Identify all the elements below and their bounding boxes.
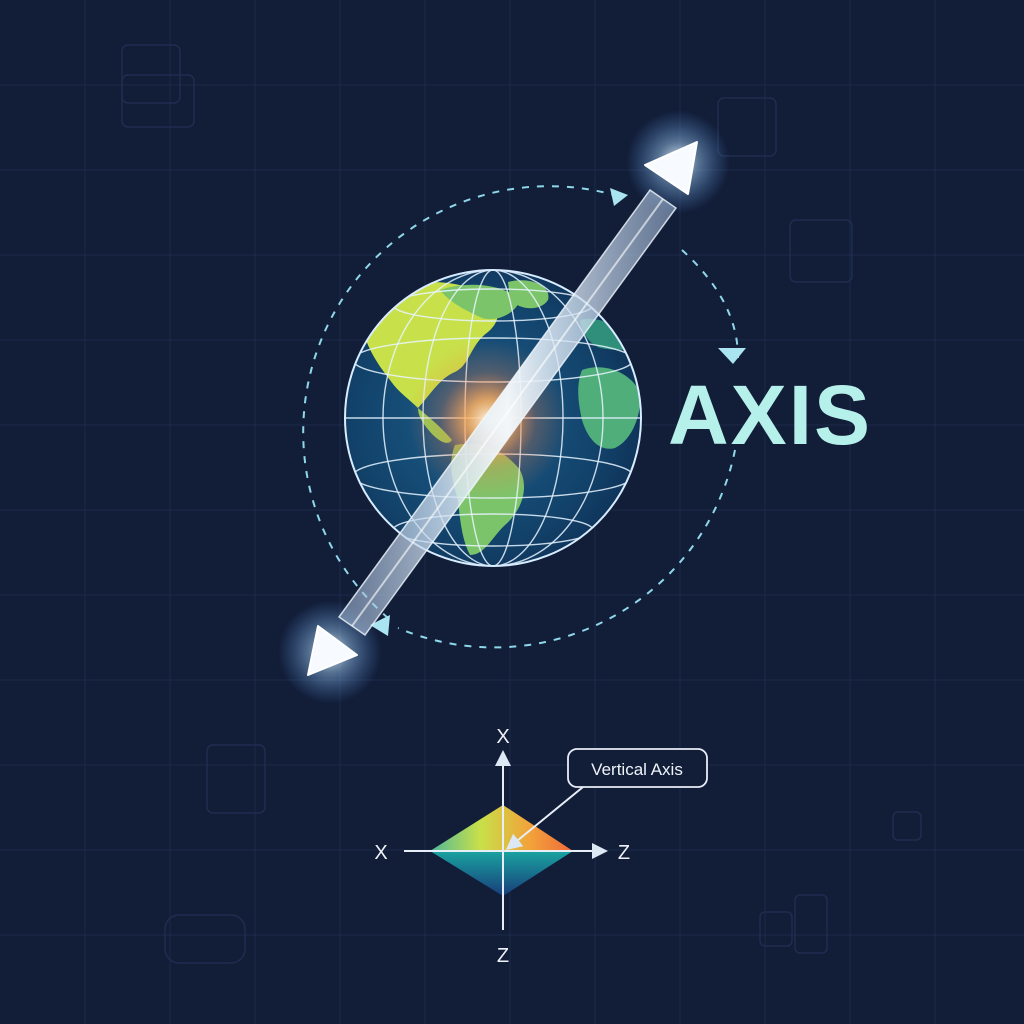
axis-label-bottom: Z [497, 945, 509, 967]
decorative-squares [121, 44, 922, 964]
axis-label-right: Z [618, 842, 630, 864]
axis-label-top: X [496, 726, 509, 748]
callout-label: Vertical Axis [591, 760, 683, 779]
axis-arrow-icon [307, 141, 698, 676]
rotation-arrow-icon [610, 188, 628, 206]
axis-label-left: X [374, 842, 387, 864]
diamond-lower [430, 851, 573, 896]
diamond-upper [430, 805, 573, 851]
diagram-title: AXIS [668, 368, 872, 462]
callout-pointer [505, 786, 584, 851]
rotation-arrow-icon [718, 348, 746, 364]
callout-box [567, 748, 708, 788]
rotation-arrow-icon [370, 615, 390, 636]
rotation-orbit [302, 185, 739, 649]
coordinate-diagram: X X Z Z Vertical Axis [374, 726, 708, 967]
